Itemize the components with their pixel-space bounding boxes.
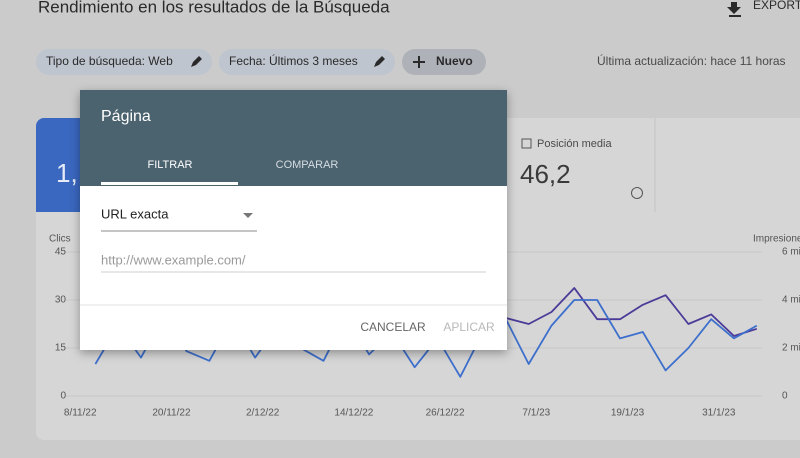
y-axis-label: Clics [49, 234, 71, 245]
cancel-button[interactable]: CANCELAR [360, 320, 426, 334]
metric-label: Posición media [537, 138, 612, 150]
chip-label[interactable]: Fecha: Últimos 3 meses [229, 53, 358, 68]
filter-chip[interactable] [219, 49, 395, 75]
y-tick-label: 15 [55, 343, 67, 354]
metric-value: 1, [56, 158, 78, 188]
y2-tick-label: 0 [782, 391, 788, 402]
export-button[interactable]: EXPORTAR [727, 0, 800, 17]
new-label[interactable]: Nuevo [436, 54, 473, 68]
y2-tick-label: 4 mil [782, 295, 800, 306]
series-line [94, 299, 758, 378]
dialog: Página FILTRAR COMPARAR URL exacta http:… [80, 90, 507, 350]
tab[interactable]: FILTRAR [147, 159, 192, 171]
dialog-title: Página [101, 108, 151, 125]
y-tick-label: 0 [60, 391, 66, 402]
x-tick-label: 8/11/22 [64, 408, 97, 419]
page-title: Rendimiento en los resultados de la Búsq… [38, 0, 390, 16]
x-tick-label: 14/12/22 [334, 408, 373, 419]
export-label[interactable]: EXPORTAR [753, 0, 800, 12]
x-tick-label: 7/1/23 [522, 408, 550, 419]
y-tick-label: 45 [55, 247, 67, 258]
filter-chip[interactable] [36, 49, 212, 75]
x-tick-label: 31/1/23 [702, 408, 736, 419]
y-tick-label: 30 [55, 295, 67, 306]
tab-indicator [101, 182, 238, 185]
metric-value: 46,2 [520, 159, 571, 189]
help-icon[interactable] [631, 187, 643, 199]
url-input[interactable]: http://www.example.com/ [101, 252, 246, 267]
last-update: Última actualización: hace 11 horas [597, 53, 786, 68]
dialog-header [80, 90, 507, 186]
tab[interactable]: COMPARAR [276, 159, 339, 171]
y2-tick-label: 2 mil [782, 343, 800, 354]
x-tick-label: 19/1/23 [611, 408, 645, 419]
y2-axis-label: Impresiones [753, 234, 800, 245]
match-select[interactable]: URL exacta [101, 206, 169, 221]
checkbox[interactable] [521, 138, 532, 149]
plus-icon [413, 56, 425, 68]
chip-label[interactable]: Tipo de búsqueda: Web [46, 54, 173, 68]
x-tick-label: 20/11/22 [152, 408, 191, 419]
edit-icon [191, 56, 202, 67]
dropdown-arrow [243, 213, 253, 218]
new-filter-button[interactable] [402, 49, 486, 75]
edit-icon [374, 56, 385, 67]
x-tick-label: 2/12/22 [246, 408, 280, 419]
apply-button[interactable]: APLICAR [443, 320, 495, 334]
x-tick-label: 26/12/22 [426, 408, 465, 419]
y2-tick-label: 6 mil [782, 247, 800, 258]
